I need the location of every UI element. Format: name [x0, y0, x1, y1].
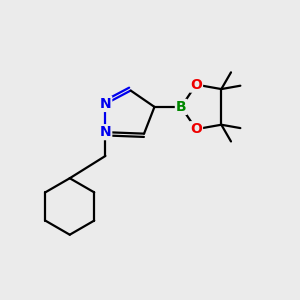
Text: N: N: [100, 97, 111, 111]
Text: O: O: [190, 122, 202, 136]
Text: B: B: [176, 100, 187, 114]
Text: N: N: [100, 125, 111, 139]
Text: O: O: [190, 78, 202, 92]
